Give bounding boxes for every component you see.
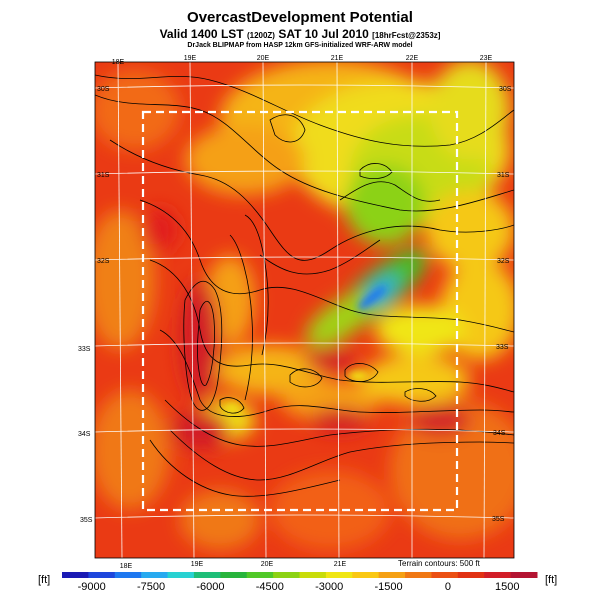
left-lat-label: 33S — [78, 346, 91, 353]
colorbar-unit-left: [ft] — [38, 574, 51, 586]
bottom-lon-label: 21E — [334, 561, 347, 568]
map-frame — [94, 61, 515, 559]
top-lon-label: 18E — [112, 59, 125, 66]
left-lat-label: 32S — [97, 258, 110, 265]
top-lon-label: 22E — [406, 55, 419, 62]
inner-domain-boundary — [141, 110, 459, 512]
bottom-lon-label: 20E — [261, 561, 274, 568]
valid-date: SAT 10 Jul 2010 — [278, 27, 369, 41]
left-lat-label: 31S — [97, 172, 110, 179]
right-lat-label: 35S — [492, 516, 505, 523]
top-lon-label: 21E — [331, 55, 344, 62]
right-lat-label: 31S — [497, 172, 510, 179]
right-lat-label: 34S — [493, 430, 506, 437]
right-lat-label: 33S — [496, 344, 509, 351]
left-lat-label: 30S — [97, 86, 110, 93]
top-lon-label: 20E — [257, 55, 270, 62]
top-lon-label: 19E — [184, 55, 197, 62]
bottom-lon-label: 18E — [120, 563, 133, 570]
forecast-info: [18hrFcst@2353z] — [372, 31, 441, 40]
map-title: OvercastDevelopment Potential — [187, 9, 413, 26]
top-lon-label: 23E — [480, 55, 493, 62]
right-lat-label: 32S — [497, 258, 510, 265]
terrain-contour-note: Terrain contours: 500 ft — [398, 559, 480, 568]
utc-time: (1200Z) — [246, 31, 275, 40]
right-lat-label: 30S — [499, 86, 512, 93]
left-lat-label: 35S — [80, 517, 93, 524]
left-lat-label: 34S — [78, 431, 91, 438]
valid-time: Valid 1400 LST — [159, 27, 244, 41]
overcast-field — [95, 62, 514, 558]
terrain-contours — [95, 74, 514, 497]
model-credit: DrJack BLIPMAP from HASP 12km GFS-initia… — [187, 42, 413, 49]
lat-lon-grid — [94, 61, 515, 559]
colorbar-unit-right: [ft] — [545, 574, 558, 586]
bottom-lon-label: 19E — [191, 561, 204, 568]
map-subtitle: Valid 1400 LST (1200Z) SAT 10 Jul 2010 [… — [0, 27, 600, 41]
